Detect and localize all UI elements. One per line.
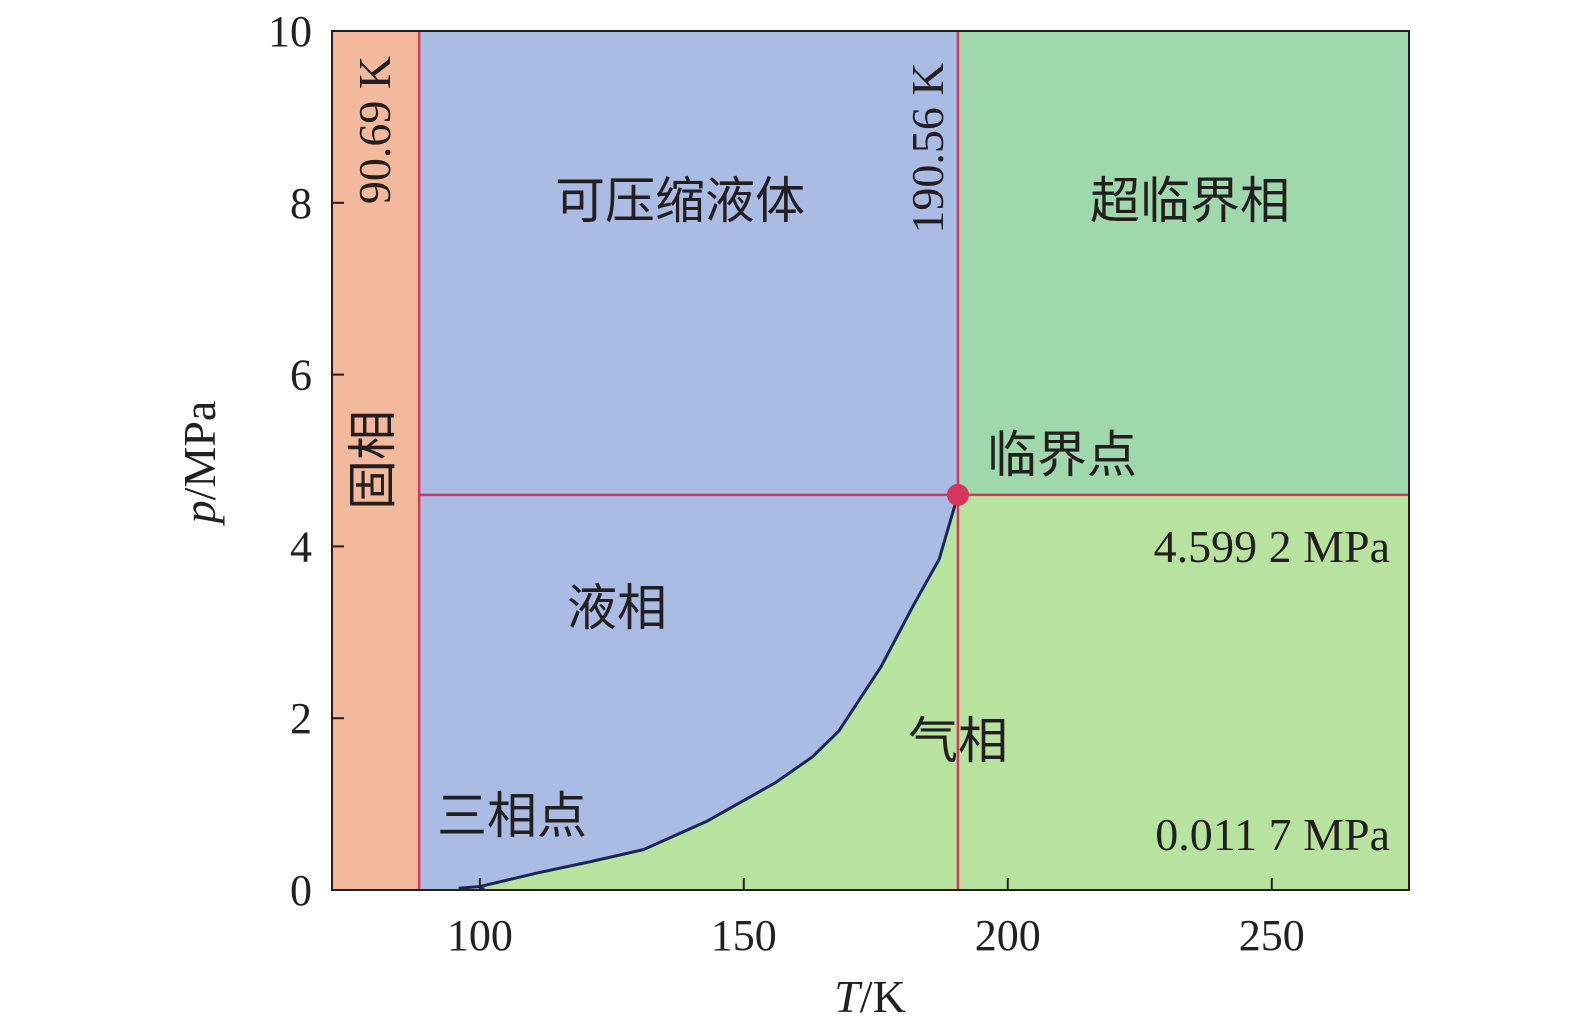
phase-regions xyxy=(332,31,1409,890)
x-tick-label: 150 xyxy=(711,911,777,960)
x-axis-unit: /K xyxy=(860,971,906,1022)
y-tick-label: 4 xyxy=(290,522,312,571)
y-axis-variable: p xyxy=(174,500,225,526)
solid-region xyxy=(332,31,420,890)
x-axis-title: T/K xyxy=(834,971,906,1022)
plot-frame xyxy=(331,30,1410,891)
compressed-liquid-label: 可压缩液体 xyxy=(555,172,805,230)
y-tick-label: 0 xyxy=(290,866,312,915)
x-axis-variable: T xyxy=(834,971,863,1022)
triple-temperature-annotation: 90.69 K xyxy=(349,56,400,204)
y-tick-label: 10 xyxy=(268,7,312,56)
y-tick-label: 6 xyxy=(290,351,312,400)
y-axis-unit: /MPa xyxy=(174,401,225,501)
supercritical-region xyxy=(957,31,1409,495)
critical-point-label: 临界点 xyxy=(987,426,1137,484)
supercritical-phase-label: 超临界相 xyxy=(1090,172,1290,230)
gas-region xyxy=(458,494,1409,890)
x-tick-label: 100 xyxy=(447,911,513,960)
triple-point-label: 三相点 xyxy=(437,787,587,845)
phase-boundaries xyxy=(417,31,1409,891)
x-tick-label: 250 xyxy=(1239,911,1305,960)
critical-temperature-annotation: 190.56 K xyxy=(902,62,953,233)
vapor-pressure-curve xyxy=(458,494,960,890)
x-tick-label: 200 xyxy=(975,911,1041,960)
y-axis-title: p/MPa xyxy=(174,401,225,527)
critical-point-marker xyxy=(946,483,969,506)
y-tick-label: 2 xyxy=(290,694,312,743)
solid-phase-label: 固相 xyxy=(344,410,402,510)
triple-pressure-annotation: 0.011 7 MPa xyxy=(1155,809,1390,860)
critical-pressure-annotation: 4.599 2 MPa xyxy=(1154,521,1390,572)
axes: 100 150 200 250 0 2 4 6 8 10 xyxy=(268,7,1410,960)
gas-phase-label: 气相 xyxy=(908,712,1008,770)
liquid-phase-label: 液相 xyxy=(567,579,667,637)
y-tick-label: 8 xyxy=(290,179,312,228)
